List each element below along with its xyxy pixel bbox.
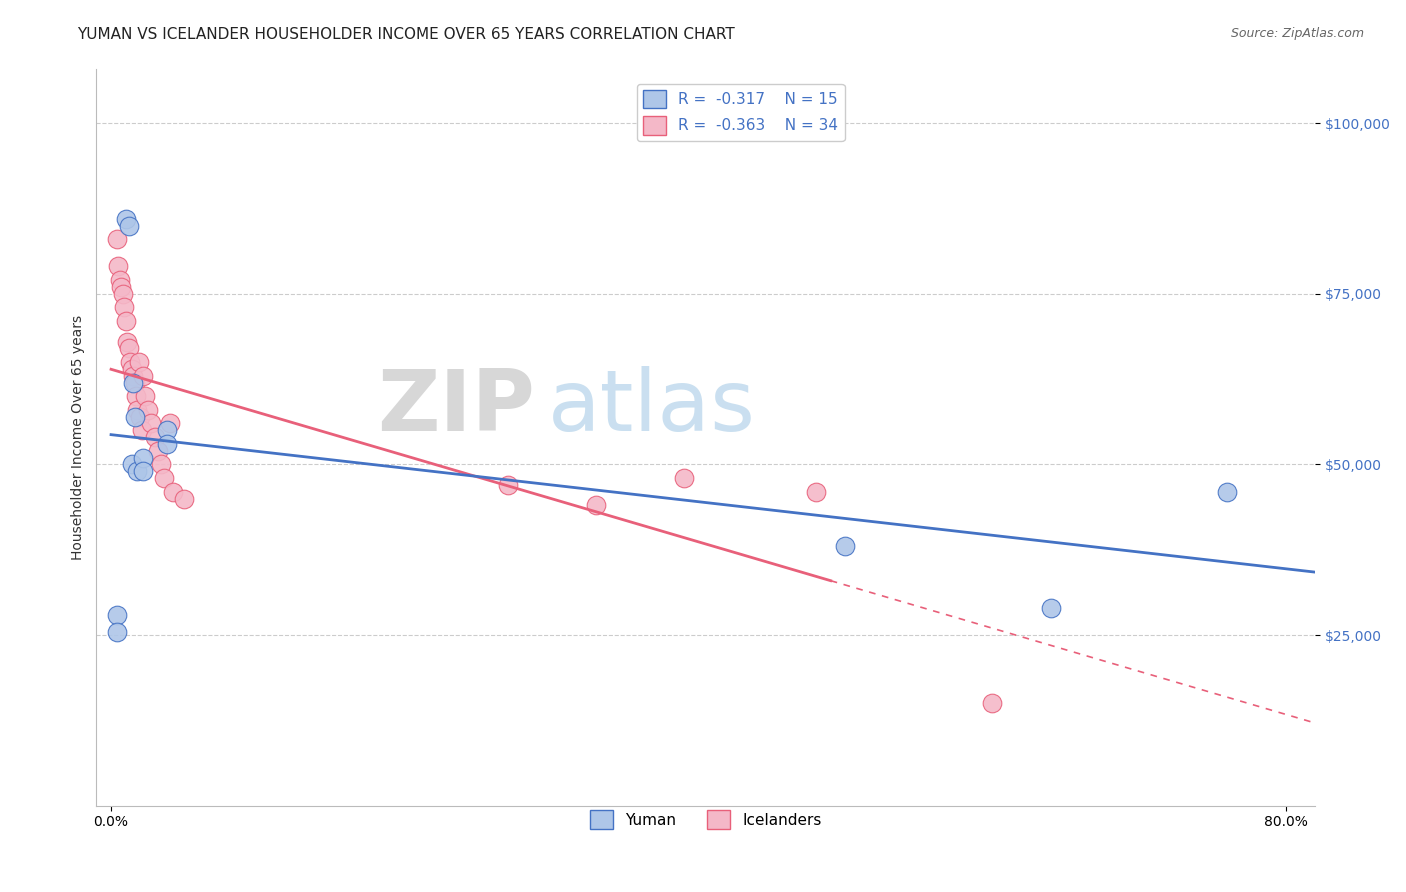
Point — [129, 409, 152, 424]
Point — [1040, 600, 1063, 615]
Point — [121, 362, 143, 376]
Text: YUMAN VS ICELANDER HOUSEHOLDER INCOME OVER 65 YEARS CORRELATION CHART: YUMAN VS ICELANDER HOUSEHOLDER INCOME OV… — [77, 27, 735, 42]
Point — [132, 450, 155, 465]
Point — [128, 355, 150, 369]
Point — [153, 471, 176, 485]
Text: atlas: atlas — [547, 366, 755, 449]
Point — [1216, 484, 1239, 499]
Point — [159, 417, 181, 431]
Point — [162, 484, 184, 499]
Point — [105, 624, 128, 639]
Point — [112, 301, 135, 315]
Point — [118, 219, 141, 233]
Point — [156, 437, 179, 451]
Point — [110, 280, 132, 294]
Point — [114, 314, 136, 328]
Point — [124, 409, 146, 424]
Point — [121, 458, 143, 472]
Text: ZIP: ZIP — [377, 366, 536, 449]
Point — [114, 211, 136, 226]
Point — [118, 342, 141, 356]
Point — [143, 430, 166, 444]
Y-axis label: Householder Income Over 65 years: Householder Income Over 65 years — [72, 315, 86, 559]
Point — [125, 389, 148, 403]
Point — [131, 423, 153, 437]
Point — [132, 464, 155, 478]
Point — [115, 334, 138, 349]
Point — [134, 389, 156, 403]
Point — [127, 464, 149, 478]
Point — [111, 286, 134, 301]
Point — [981, 696, 1004, 710]
Point — [127, 402, 149, 417]
Point — [108, 273, 131, 287]
Point — [122, 376, 145, 390]
Point — [834, 539, 856, 553]
Point — [672, 471, 695, 485]
Point — [122, 368, 145, 383]
Point — [136, 402, 159, 417]
Legend: Yuman, Icelanders: Yuman, Icelanders — [583, 804, 828, 835]
Point — [149, 458, 172, 472]
Point — [105, 232, 128, 246]
Text: Source: ZipAtlas.com: Source: ZipAtlas.com — [1230, 27, 1364, 40]
Point — [105, 607, 128, 622]
Point — [107, 260, 129, 274]
Point — [146, 443, 169, 458]
Point — [120, 355, 142, 369]
Point — [132, 368, 155, 383]
Point — [124, 376, 146, 390]
Point — [496, 478, 519, 492]
Point — [585, 499, 607, 513]
Point — [156, 423, 179, 437]
Point — [804, 484, 827, 499]
Point — [139, 417, 162, 431]
Point — [173, 491, 195, 506]
